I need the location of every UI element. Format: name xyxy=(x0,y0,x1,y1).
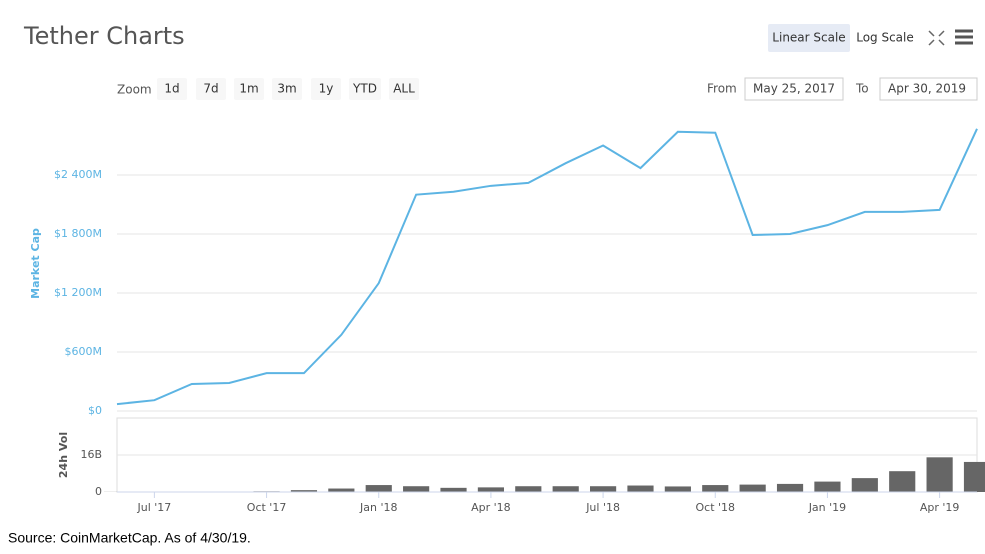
y-tick-label: $1 200M xyxy=(54,286,102,299)
scale-button[interactable] xyxy=(768,24,850,52)
zoom-button[interactable] xyxy=(196,78,226,100)
y-tick-label: $600M xyxy=(65,345,103,358)
y-tick-label: 0 xyxy=(95,485,102,498)
scale-button-label: Linear Scale xyxy=(772,31,845,45)
zoom-button-label: 3m xyxy=(277,82,296,96)
y-axis-label: 24h Vol xyxy=(57,432,70,478)
volume-bar xyxy=(739,484,766,492)
fullscreen-icon[interactable] xyxy=(928,30,945,46)
volume-bar xyxy=(926,457,953,492)
to-input[interactable] xyxy=(879,77,978,101)
volume-bar xyxy=(365,485,392,492)
volume-bar xyxy=(290,490,318,492)
volume-bar xyxy=(403,486,430,492)
zoom-button[interactable] xyxy=(157,78,187,100)
zoom-button[interactable] xyxy=(389,78,419,100)
zoom-button-label: ALL xyxy=(393,82,415,96)
volume-bar xyxy=(627,485,654,492)
volume-bar xyxy=(477,487,504,492)
volume-bar xyxy=(515,486,542,492)
volume-bar xyxy=(440,487,467,492)
zoom-button[interactable] xyxy=(349,78,381,100)
from-value: May 25, 2017 xyxy=(753,82,835,96)
scale-button[interactable] xyxy=(852,24,918,52)
x-tick-label: Jul '17 xyxy=(136,501,171,514)
zoom-button[interactable] xyxy=(234,78,264,100)
x-tick-label: Apr '19 xyxy=(920,501,960,514)
volume-bar xyxy=(328,488,355,492)
from-input[interactable] xyxy=(744,77,844,101)
volume-bar xyxy=(552,486,579,492)
volume-bar xyxy=(702,485,729,492)
volume-bar xyxy=(889,471,916,492)
zoom-button-label: 1d xyxy=(164,82,179,96)
x-tick-label: Jan '18 xyxy=(359,501,397,514)
zoom-button[interactable] xyxy=(272,78,302,100)
x-tick-label: Jan '19 xyxy=(808,501,846,514)
x-tick-label: Apr '18 xyxy=(471,501,511,514)
y-tick-label: $0 xyxy=(88,404,102,417)
scale-button-label: Log Scale xyxy=(856,31,914,45)
volume-bar xyxy=(814,481,841,492)
menu-icon[interactable] xyxy=(955,29,973,45)
y-tick-label: $1 800M xyxy=(54,227,102,240)
x-tick-label: Oct '17 xyxy=(247,501,287,514)
footnote: Source: CoinMarketCap. As of 4/30/19. xyxy=(8,530,251,546)
y-tick-label: $2 400M xyxy=(54,168,102,181)
volume-bar xyxy=(664,486,691,492)
zoom-button-label: 1m xyxy=(239,82,258,96)
fullscreen-glyph xyxy=(928,30,945,46)
zoom-button-label: 1y xyxy=(319,82,334,96)
volume-bar xyxy=(776,483,804,492)
zoom-label: Zoom xyxy=(117,83,152,97)
x-tick-label: Jul '18 xyxy=(585,501,620,514)
x-tick-label: Oct '18 xyxy=(695,501,735,514)
zoom-button-label: YTD xyxy=(352,82,377,96)
volume-bar xyxy=(963,461,985,492)
zoom-button-label: 7d xyxy=(203,82,218,96)
from-label: From xyxy=(707,82,737,96)
zoom-button[interactable] xyxy=(311,78,341,100)
y-axis-label: Market Cap xyxy=(29,228,42,299)
y-tick-label: 16B xyxy=(80,448,102,461)
market-cap-line xyxy=(116,128,978,406)
to-label: To xyxy=(855,82,869,96)
title: Tether Charts xyxy=(23,22,185,50)
to-value: Apr 30, 2019 xyxy=(888,82,966,96)
volume-bar xyxy=(851,478,878,492)
volume-bar xyxy=(590,486,617,492)
